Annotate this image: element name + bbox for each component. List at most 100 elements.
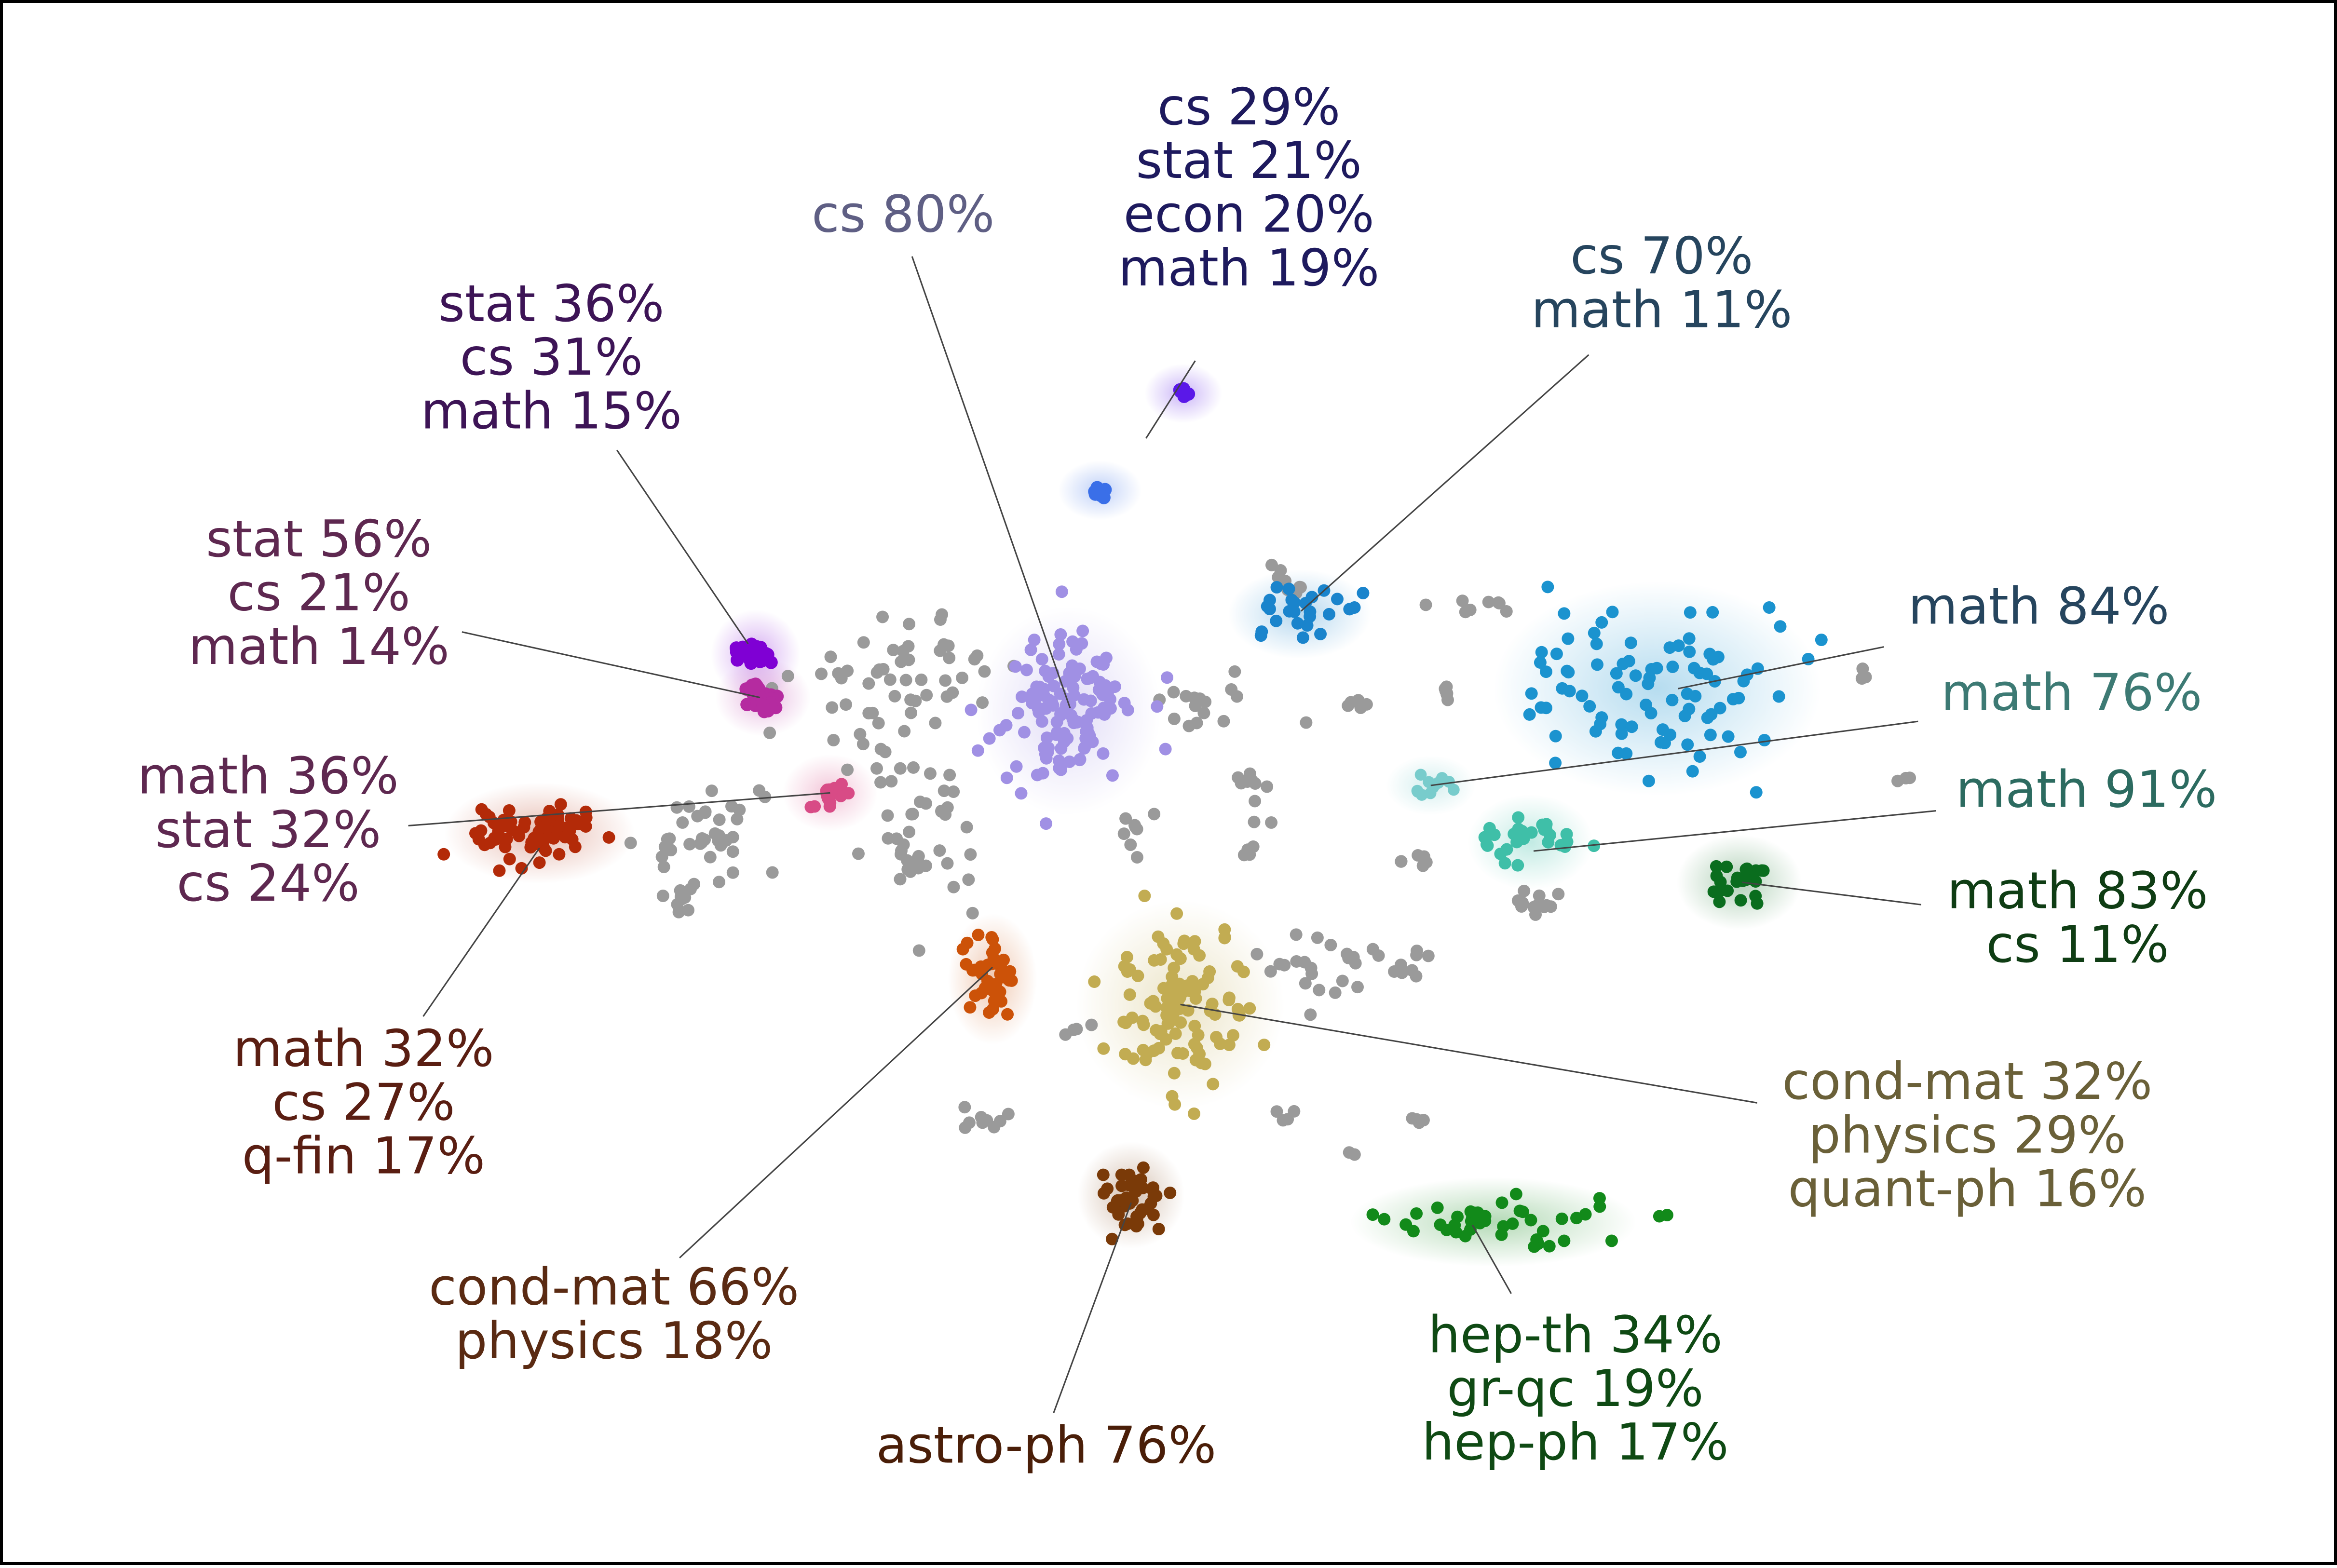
- cluster-point-c5: [1012, 707, 1024, 720]
- cluster-point-c3: [437, 848, 450, 861]
- background-point: [1419, 598, 1432, 611]
- background-point: [947, 880, 960, 893]
- background-point: [1299, 977, 1312, 990]
- cluster-point-c14: [1001, 1008, 1014, 1021]
- cluster-point-c3: [558, 831, 571, 844]
- cluster-point-c5: [1050, 726, 1063, 739]
- background-point: [1891, 774, 1904, 787]
- leader-line-c11: [1533, 810, 1936, 852]
- cluster-point-c12: [1734, 894, 1747, 907]
- cluster-point-c13: [1201, 972, 1214, 985]
- background-point: [1345, 696, 1358, 709]
- cluster-point-c9: [1713, 702, 1726, 715]
- background-point: [894, 762, 907, 775]
- cluster-label-c11: math 91%: [1956, 759, 2217, 819]
- cluster-label-c9: math 84%: [1908, 576, 2169, 635]
- background-point: [866, 706, 879, 719]
- cluster-point-c9: [1644, 707, 1658, 720]
- cluster-labels: stat 36% cs 31% math 15%stat 56% cs 21% math…: [137, 77, 2217, 1474]
- background-point: [1456, 595, 1469, 608]
- background-point: [1278, 959, 1291, 972]
- cluster-label-line: math 36%: [137, 746, 398, 805]
- cluster-point-c5: [1016, 690, 1028, 703]
- cluster-point-c13: [1137, 1018, 1150, 1031]
- background-point: [1395, 964, 1408, 977]
- cluster-point-c5: [1108, 680, 1121, 693]
- cluster-point-c13: [1097, 1042, 1110, 1055]
- background-point: [942, 639, 955, 652]
- cluster-point-c9: [1534, 656, 1547, 669]
- cluster-point-c10: [1423, 776, 1435, 788]
- cluster-point-c3: [492, 825, 505, 838]
- background-point: [1250, 947, 1264, 960]
- background-point: [1124, 838, 1137, 851]
- background-point: [731, 812, 744, 825]
- background-point: [993, 1115, 1006, 1128]
- cluster-label-c13: cond-mat 32% physics 29% quant-ph 16%: [1782, 1052, 2152, 1218]
- cluster-point-c13: [1186, 975, 1199, 988]
- cluster-point-c16: [1558, 1234, 1571, 1247]
- cluster-point-c9: [1666, 693, 1679, 706]
- cluster-label-line: stat 36%: [438, 274, 664, 333]
- background-point: [672, 906, 685, 919]
- cluster-point-c3: [515, 862, 528, 875]
- cluster-point-c14: [981, 974, 994, 987]
- cluster-point-c12: [1755, 864, 1768, 877]
- background-point: [682, 800, 695, 813]
- cluster-point-c13: [1161, 992, 1174, 1005]
- cluster-label-line: math 14%: [188, 617, 449, 676]
- cluster-point-c9: [1772, 690, 1785, 703]
- cluster-point-c5: [971, 744, 984, 757]
- cluster-point-c9: [1737, 675, 1750, 688]
- background-point: [898, 725, 911, 738]
- cluster-point-c11: [1560, 828, 1573, 841]
- cluster-point-c3: [475, 803, 488, 816]
- cluster-label-line: astro-ph 76%: [876, 1415, 1217, 1474]
- leader-line-c9: [1678, 646, 1884, 689]
- cluster-point-c3: [553, 848, 566, 861]
- cluster-point-c9: [1589, 725, 1602, 738]
- cluster-point-c11: [1478, 831, 1491, 844]
- cluster-point-c13: [1173, 977, 1186, 990]
- cluster-point-c9: [1683, 632, 1696, 645]
- background-point: [726, 831, 739, 844]
- cluster-point-c11: [1510, 836, 1523, 849]
- cluster-point-c13: [1147, 1044, 1160, 1057]
- background-point: [1537, 900, 1550, 913]
- cluster-point-c13: [1123, 988, 1136, 1001]
- cluster-point-c12: [1749, 890, 1762, 903]
- cluster-point-c16: [1506, 1217, 1519, 1230]
- background-point: [1533, 889, 1546, 902]
- cluster-point-c5: [1009, 660, 1022, 673]
- background-point: [856, 738, 870, 751]
- cluster-point-c3: [539, 844, 552, 857]
- background-point: [1343, 1146, 1356, 1159]
- background-point: [947, 785, 960, 798]
- cluster-label-c8: cs 70% math 11%: [1531, 226, 1792, 339]
- cluster-point-c5: [1053, 638, 1066, 650]
- cluster-point-c8: [1263, 603, 1276, 616]
- cluster-point-c13: [1174, 1016, 1187, 1029]
- cluster-point-c16: [1524, 1214, 1537, 1227]
- background-point: [1002, 1108, 1015, 1121]
- background-point: [1552, 888, 1565, 901]
- cluster-point-c11: [1540, 824, 1553, 837]
- background-point: [963, 1116, 976, 1129]
- background-point: [883, 673, 897, 686]
- cluster-point-c5: [1052, 648, 1065, 661]
- cluster-label-line: hep-ph 17%: [1422, 1412, 1729, 1472]
- cluster-point-c5: [1076, 624, 1089, 637]
- background-point: [713, 813, 726, 826]
- background-point: [905, 706, 918, 719]
- cluster-point-c3: [602, 831, 615, 844]
- background-point: [1406, 1112, 1419, 1125]
- background-point: [915, 673, 928, 686]
- cluster-point-c15: [1136, 1182, 1149, 1195]
- leader-line-c10: [1430, 720, 1918, 786]
- cluster-point-c14: [995, 995, 1008, 1008]
- cluster-label-line: math 32%: [233, 1019, 494, 1078]
- background-point: [1420, 856, 1433, 869]
- cluster-point-c3: [484, 837, 497, 850]
- background-point: [1493, 597, 1506, 610]
- cluster-point-c9: [1615, 727, 1628, 740]
